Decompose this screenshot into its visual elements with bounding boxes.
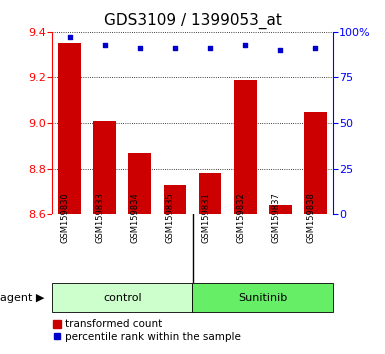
Point: [312, 45, 318, 51]
Bar: [128, 153, 151, 214]
Text: control: control: [103, 293, 142, 303]
Text: GSM159837: GSM159837: [271, 192, 280, 243]
Text: GDS3109 / 1399053_at: GDS3109 / 1399053_at: [104, 12, 281, 29]
Bar: [52, 283, 192, 312]
Text: GSM159832: GSM159832: [236, 192, 245, 243]
Text: agent ▶: agent ▶: [0, 293, 44, 303]
Point: [102, 42, 108, 47]
Bar: [304, 112, 327, 214]
Bar: [164, 184, 186, 214]
Point: [137, 45, 143, 51]
Text: GSM159834: GSM159834: [131, 192, 140, 243]
Text: Sunitinib: Sunitinib: [238, 293, 287, 303]
Point: [67, 34, 73, 40]
Bar: [269, 205, 292, 214]
Text: GSM159838: GSM159838: [306, 192, 315, 243]
Point: [207, 45, 213, 51]
Bar: [192, 283, 333, 312]
Bar: [58, 43, 81, 214]
Text: GSM159833: GSM159833: [95, 192, 105, 243]
Point: [242, 42, 248, 47]
Bar: [234, 80, 257, 214]
Text: GSM159831: GSM159831: [201, 192, 210, 243]
Text: GSM159835: GSM159835: [166, 192, 175, 243]
Bar: [93, 121, 116, 214]
Text: GSM159830: GSM159830: [60, 192, 70, 243]
Bar: [199, 173, 221, 214]
Legend: transformed count, percentile rank within the sample: transformed count, percentile rank withi…: [54, 319, 241, 342]
Point: [277, 47, 283, 53]
Point: [172, 45, 178, 51]
